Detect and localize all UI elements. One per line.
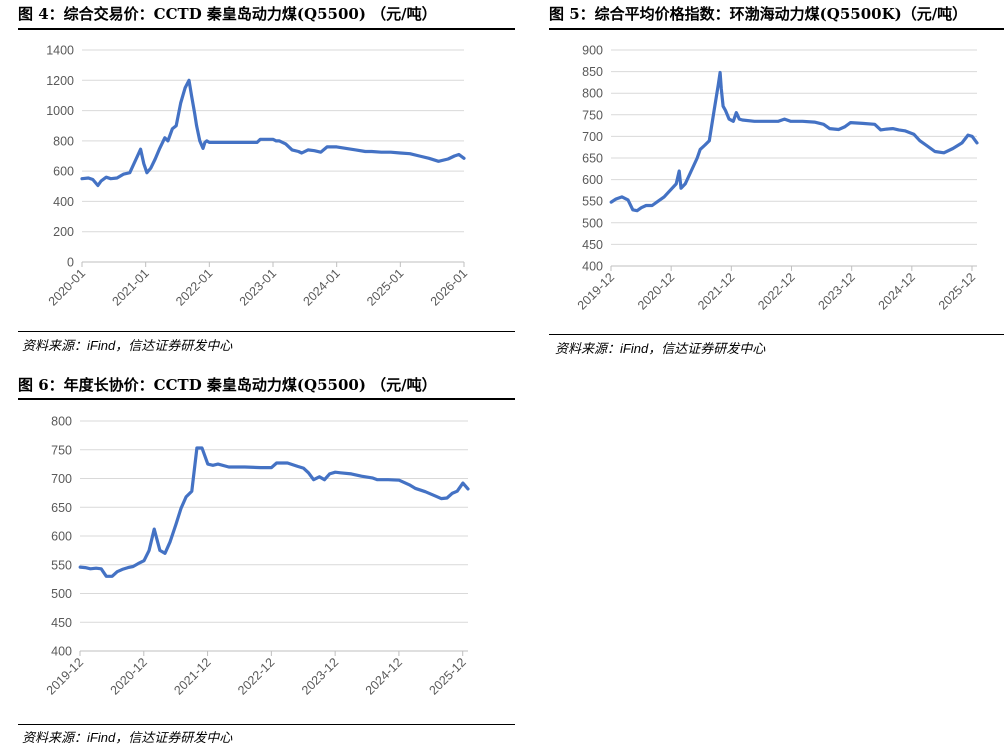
y-tick-label: 500 bbox=[582, 216, 603, 230]
x-tick-label: 2020-01 bbox=[46, 266, 88, 308]
line-chart: 400 450 500 550 600 650 700 750 800 2019-12 2020-1… bbox=[44, 415, 470, 698]
source-prefix: 资料来源： bbox=[555, 342, 621, 357]
y-tick-label: 650 bbox=[582, 152, 603, 166]
source-suffix: ，信达证券研发中心 bbox=[648, 342, 766, 357]
y-tick-label: 400 bbox=[53, 195, 74, 209]
x-tick-label: 2021-12 bbox=[171, 655, 213, 697]
y-tick-label: 700 bbox=[582, 130, 603, 144]
x-tick-label: 2020-12 bbox=[108, 655, 150, 697]
y-tick-label: 1400 bbox=[46, 44, 74, 58]
y-tick-label: 850 bbox=[582, 65, 603, 79]
y-tick-label: 750 bbox=[582, 108, 603, 122]
x-tick-label: 2020-12 bbox=[635, 270, 677, 312]
title-rule bbox=[18, 398, 515, 400]
x-tick-label: 2024-12 bbox=[363, 655, 405, 697]
source-prefix: 资料来源： bbox=[22, 339, 88, 354]
source-rule bbox=[18, 331, 515, 332]
x-tick-label: 2023-12 bbox=[299, 655, 341, 697]
source-suffix: ，信达证券研发中心 bbox=[115, 731, 233, 746]
x-tick-label: 2022-12 bbox=[755, 270, 797, 312]
x-tick-label: 2022-01 bbox=[173, 266, 215, 308]
chart-panel-cctd-composite: 图 4：综合交易价：CCTD 秦皇岛动力煤(Q5500) （元/吨） 0 200 4… bbox=[18, 0, 518, 360]
source-suffix: ，信达证券研发中心 bbox=[115, 339, 233, 354]
series-line bbox=[78, 446, 470, 578]
source-brand: iFind bbox=[87, 730, 116, 745]
y-tick-label: 600 bbox=[582, 173, 603, 187]
x-tick-label: 2024-01 bbox=[300, 266, 342, 308]
y-tick-label: 550 bbox=[51, 558, 72, 572]
source-brand: iFind bbox=[87, 338, 116, 353]
y-tick-label: 450 bbox=[582, 238, 603, 252]
chart-title: 图 5：综合平均价格指数：环渤海动力煤(Q5500K)（元/吨） bbox=[549, 5, 968, 23]
y-tick-label: 400 bbox=[51, 645, 72, 659]
y-tick-label: 650 bbox=[51, 501, 72, 515]
x-tick-label: 2025-12 bbox=[936, 270, 978, 312]
y-tick-label: 700 bbox=[51, 472, 72, 486]
y-tick-label: 750 bbox=[51, 443, 72, 457]
y-tick-label: 200 bbox=[53, 225, 74, 239]
source-rule bbox=[18, 724, 515, 725]
title-rule bbox=[18, 28, 515, 30]
y-tick-label: 800 bbox=[53, 134, 74, 148]
x-tick-label: 2023-12 bbox=[815, 270, 857, 312]
y-tick-label: 500 bbox=[51, 587, 72, 601]
series-line bbox=[609, 70, 979, 213]
x-tick-label: 2019-12 bbox=[44, 655, 86, 697]
x-tick-label: 2023-01 bbox=[237, 266, 279, 308]
x-tick-label: 2024-12 bbox=[876, 270, 918, 312]
y-tick-label: 450 bbox=[51, 616, 72, 630]
series-line bbox=[80, 78, 466, 188]
y-tick-label: 800 bbox=[51, 415, 72, 429]
line-chart: 0 200 400 600 800 1000 1200 1400 2020-01 2021-01 2… bbox=[46, 44, 470, 309]
source-note: 资料来源：iFind，信达证券研发中心 bbox=[555, 338, 765, 357]
y-tick-label: 900 bbox=[582, 44, 603, 58]
source-note: 资料来源：iFind，信达证券研发中心 bbox=[22, 335, 232, 354]
x-tick-label: 2021-01 bbox=[109, 266, 151, 308]
x-tick-label: 2025-12 bbox=[426, 655, 468, 697]
y-tick-label: 1000 bbox=[46, 104, 74, 118]
x-tick-label: 2021-12 bbox=[695, 270, 737, 312]
y-tick-label: 1200 bbox=[46, 74, 74, 88]
x-tick-label: 2019-12 bbox=[575, 270, 617, 312]
source-rule bbox=[549, 334, 1004, 335]
chart-panel-bohai-index: 图 5：综合平均价格指数：环渤海动力煤(Q5500K)（元/吨） 400 450 5… bbox=[549, 0, 1006, 360]
x-tick-label: 2022-12 bbox=[235, 655, 277, 697]
y-tick-label: 0 bbox=[67, 256, 74, 270]
chart-title: 图 4：综合交易价：CCTD 秦皇岛动力煤(Q5500) （元/吨） bbox=[18, 5, 437, 23]
y-tick-label: 600 bbox=[53, 165, 74, 179]
x-tick-label: 2025-01 bbox=[364, 266, 406, 308]
y-tick-label: 800 bbox=[582, 87, 603, 101]
x-tick-label: 2026-01 bbox=[428, 266, 470, 308]
source-prefix: 资料来源： bbox=[22, 731, 88, 746]
line-chart: 400 450 500 550 600 650 700 750 800 850 900 2019-12… bbox=[575, 44, 979, 313]
chart-title: 图 6：年度长协价：CCTD 秦皇岛动力煤(Q5500) （元/吨） bbox=[18, 376, 437, 394]
source-brand: iFind bbox=[620, 341, 649, 356]
y-tick-label: 400 bbox=[582, 260, 603, 274]
y-tick-label: 550 bbox=[582, 195, 603, 209]
title-rule bbox=[549, 28, 1004, 30]
chart-panel-annual-contract: 图 6：年度长协价：CCTD 秦皇岛动力煤(Q5500) （元/吨） 400 45… bbox=[18, 372, 518, 752]
source-note: 资料来源：iFind，信达证券研发中心 bbox=[22, 727, 232, 746]
y-tick-label: 600 bbox=[51, 530, 72, 544]
